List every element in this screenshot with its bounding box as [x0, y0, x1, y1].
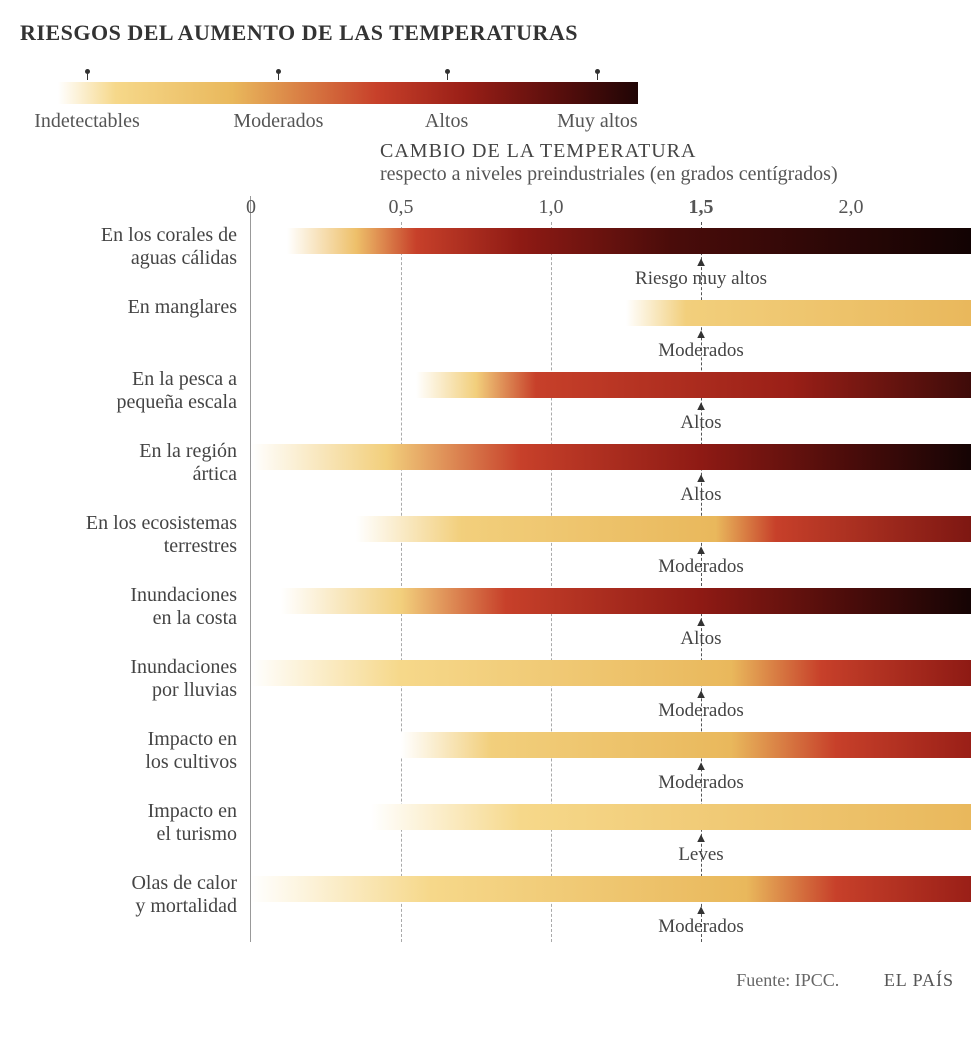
axis-tick-label: 2,0 — [839, 196, 864, 219]
risk-bar — [416, 372, 971, 398]
x-axis: 00,51,01,52,0 — [250, 196, 970, 222]
legend-tick — [447, 72, 448, 80]
row-label: En los corales deaguas cálidas — [31, 224, 251, 270]
source-line: Fuente: IPCC. EL PAÍS — [20, 970, 960, 991]
risk-row: En los ecosistemasterrestres▲Moderados — [251, 510, 970, 582]
risk-chart: 00,51,01,52,0 En los corales deaguas cál… — [250, 196, 970, 942]
risk-row: Inundacionesen la costa▲Altos — [251, 582, 970, 654]
risk-annotation: Moderados — [658, 700, 743, 722]
risk-row: Inundacionespor lluvias▲Moderados — [251, 654, 970, 726]
row-label: Inundacionespor lluvias — [31, 656, 251, 702]
risk-bar — [401, 732, 971, 758]
row-label: En manglares — [31, 296, 251, 319]
row-label: En los ecosistemasterrestres — [31, 512, 251, 558]
axis-tick-label: 1,0 — [539, 196, 564, 219]
legend-label: Muy altos — [557, 110, 638, 133]
chart-rows: En los corales deaguas cálidas▲Riesgo mu… — [250, 222, 970, 942]
risk-row: En manglares▲Moderados — [251, 294, 970, 366]
legend-gradient-bar — [58, 82, 638, 104]
chart-header: CAMBIO DE LA TEMPERATURA respecto a nive… — [380, 140, 960, 186]
row-label: Impacto enlos cultivos — [31, 728, 251, 774]
risk-bar — [281, 588, 971, 614]
legend-label: Indetectables — [34, 110, 140, 133]
risk-bar — [251, 876, 971, 902]
chart-header-line1: CAMBIO DE LA TEMPERATURA — [380, 140, 960, 163]
row-label: En la pesca apequeña escala — [31, 368, 251, 414]
risk-bar — [251, 444, 971, 470]
legend-label: Moderados — [233, 110, 323, 133]
risk-annotation: Altos — [680, 412, 721, 434]
axis-tick-label: 1,5 — [689, 196, 714, 219]
source-brand: EL PAÍS — [884, 970, 954, 990]
legend-tick — [278, 72, 279, 80]
risk-row: En los corales deaguas cálidas▲Riesgo mu… — [251, 222, 970, 294]
row-label: Inundacionesen la costa — [31, 584, 251, 630]
risk-annotation: Moderados — [658, 340, 743, 362]
risk-row: Olas de calory mortalidad▲Moderados — [251, 870, 970, 942]
risk-annotation: Altos — [680, 484, 721, 506]
chart-header-line2: respecto a niveles preindustriales (en g… — [380, 163, 960, 186]
axis-tick-label: 0 — [246, 196, 256, 219]
risk-bar — [371, 804, 971, 830]
risk-annotation: Leves — [678, 844, 723, 866]
risk-annotation: Moderados — [658, 916, 743, 938]
row-label: Impacto enel turismo — [31, 800, 251, 846]
risk-bar — [251, 660, 971, 686]
legend-label: Altos — [425, 110, 468, 133]
risk-annotation: Moderados — [658, 556, 743, 578]
risk-row: En la regiónártica▲Altos — [251, 438, 970, 510]
legend-tick — [87, 72, 88, 80]
risk-annotation: Moderados — [658, 772, 743, 794]
risk-row: En la pesca apequeña escala▲Altos — [251, 366, 970, 438]
row-label: En la regiónártica — [31, 440, 251, 486]
risk-bar — [356, 516, 971, 542]
risk-bar — [287, 228, 971, 254]
risk-row: Impacto enlos cultivos▲Moderados — [251, 726, 970, 798]
risk-row: Impacto enel turismo▲Leves — [251, 798, 970, 870]
legend-tick — [597, 72, 598, 80]
legend: IndetectablesModeradosAltosMuy altos — [58, 74, 960, 104]
risk-annotation: Riesgo muy altos — [635, 268, 767, 290]
source-text: Fuente: IPCC. — [736, 970, 839, 990]
axis-tick-label: 0,5 — [389, 196, 414, 219]
risk-annotation: Altos — [680, 628, 721, 650]
risk-bar — [626, 300, 971, 326]
chart-title: RIESGOS DEL AUMENTO DE LAS TEMPERATURAS — [20, 20, 960, 46]
row-label: Olas de calory mortalidad — [31, 872, 251, 918]
